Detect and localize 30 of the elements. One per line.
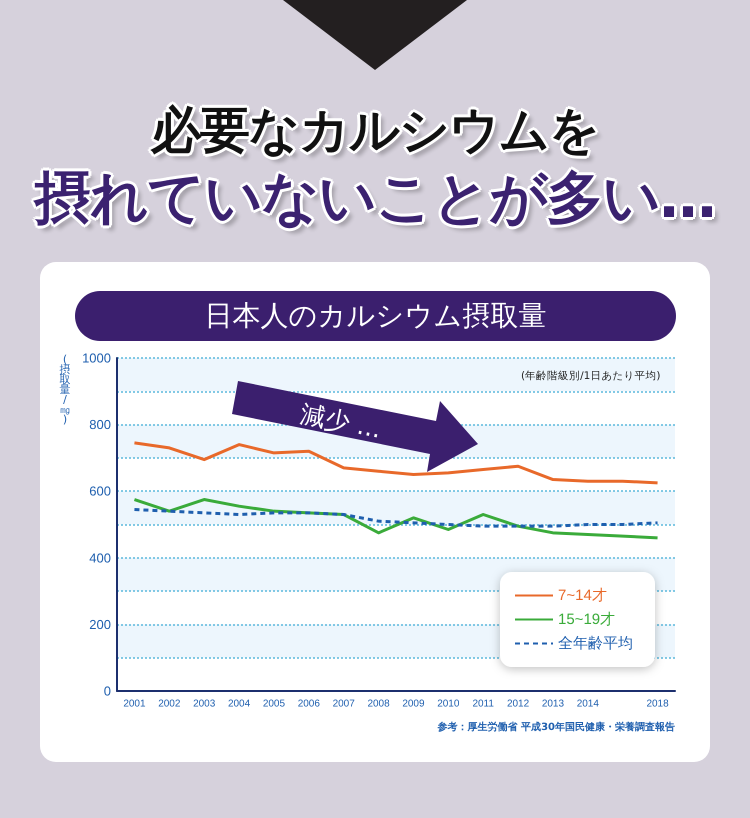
x-tick-label: 2006 [298,698,320,710]
legend-label: 7~14才 [558,587,607,604]
x-tick-label: 2012 [506,698,530,710]
x-tick-label: 2013 [542,698,564,710]
legend-label: 全年齢平均 [558,635,633,652]
x-tick-label: 2018 [646,698,670,710]
x-tick-label: 2014 [576,698,600,710]
y-tick-label: 200 [89,616,111,632]
y-tick-label: 1000 [82,350,111,366]
x-tick-label: 2005 [262,698,286,710]
y-tick-label: 600 [89,484,111,499]
x-tick-label: 2002 [158,698,181,710]
x-tick-label: 2010 [437,698,460,710]
y-axis-title: (摂取量/㎎) [59,353,71,426]
y-tick-label: 400 [89,550,111,566]
x-tick-label: 2007 [332,698,356,710]
chart-subtitle: 日本人のカルシウム摂取量 [75,291,676,341]
annotation: 減少 ... [298,398,384,446]
x-tick-label: 2009 [402,698,425,710]
x-tick-label: 2004 [228,698,251,710]
x-tick-label: 2003 [193,698,216,710]
text: 参考：厚生労働省 平成30年国民健康・栄養調査報告 [438,720,675,734]
chart-title: 必要なカルシウムを摂れていないことが多い… [32,100,716,232]
x-tick-label: 2008 [367,698,390,710]
y-tick-label: 800 [89,417,111,432]
y-tick-label: 0 [104,684,111,698]
annotation: (年齢階級別/1日あたり平均) [521,369,660,383]
x-tick-label: 2011 [472,698,494,710]
x-tick-label: 2001 [123,698,146,710]
legend-label: 15~19才 [558,611,616,628]
